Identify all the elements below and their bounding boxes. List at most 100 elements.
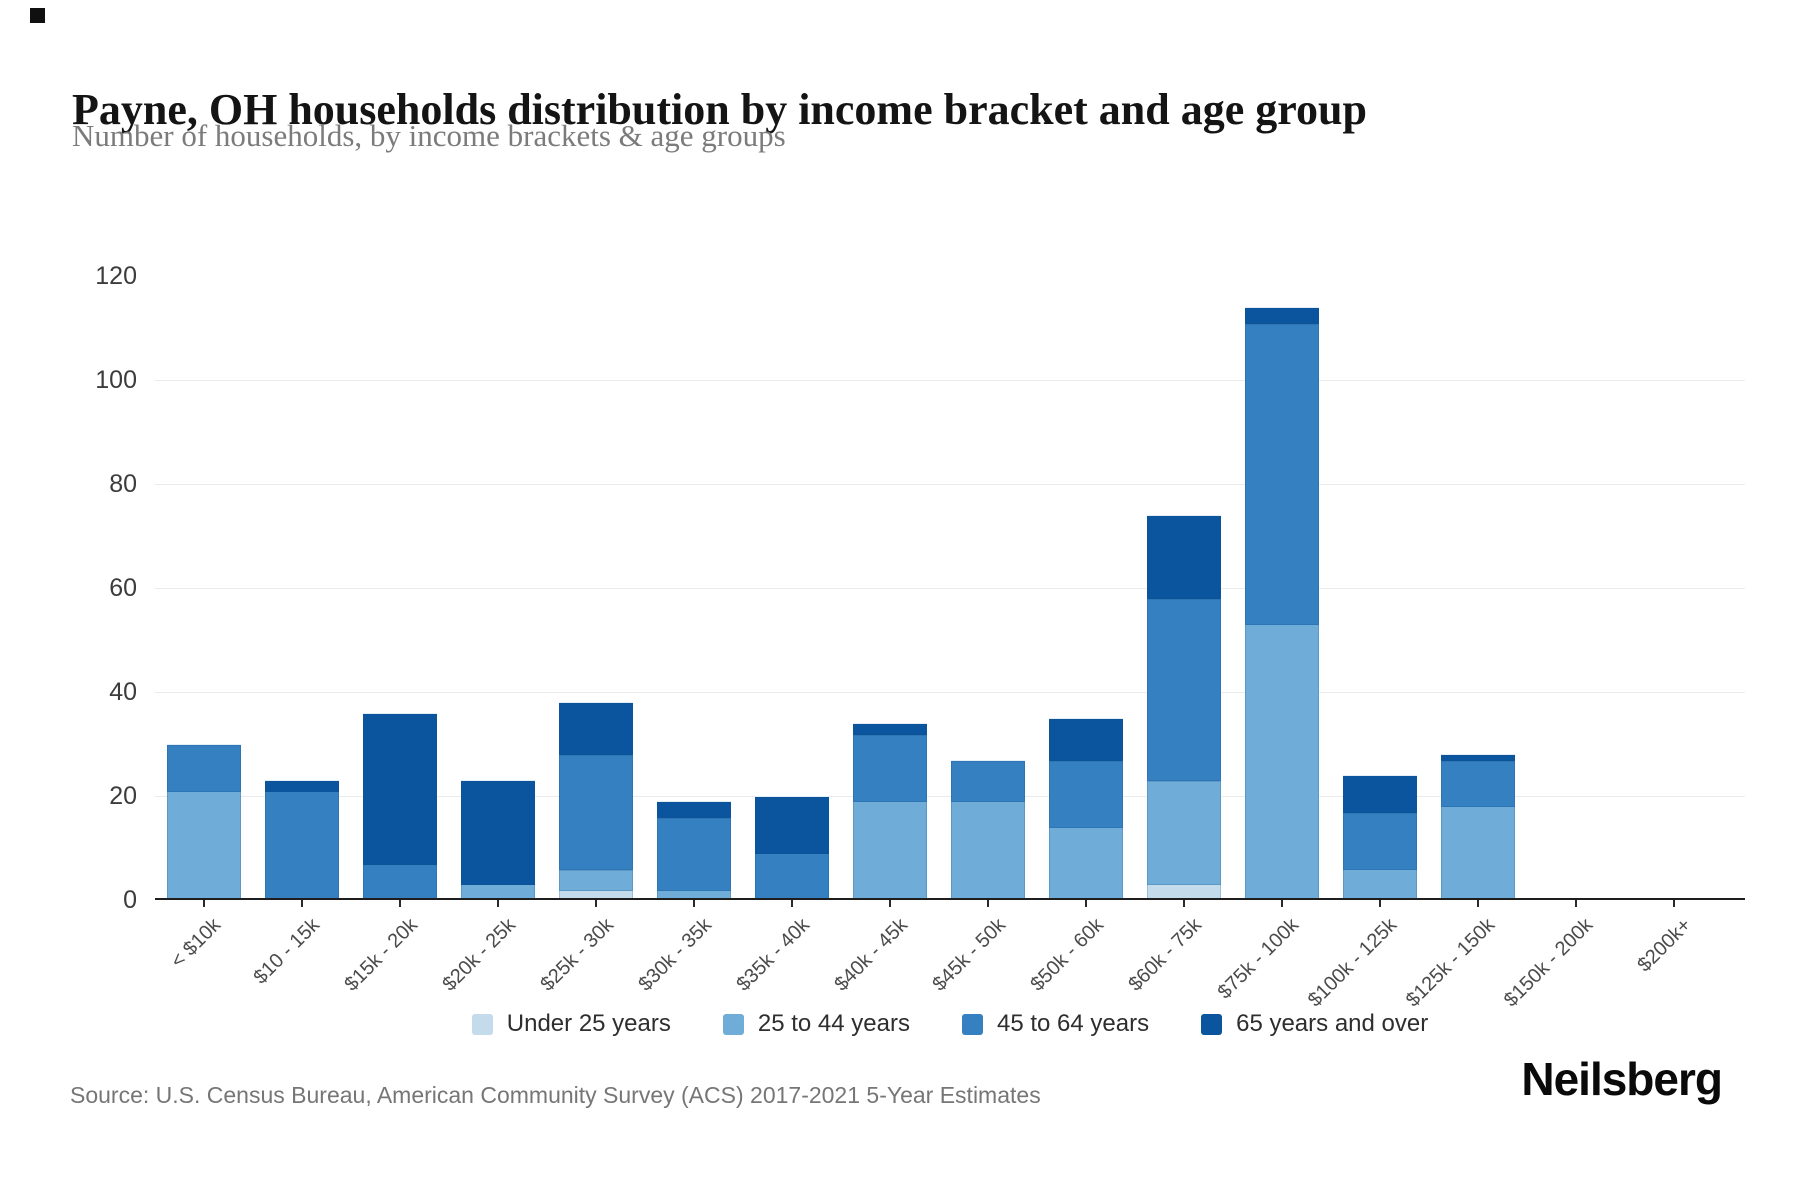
x-tick-mark — [1183, 900, 1185, 907]
y-tick-label: 120 — [95, 262, 137, 290]
x-tick-mark — [203, 900, 205, 907]
bar--200k-[interactable] — [1637, 0, 1711, 900]
bar-segment[interactable] — [363, 712, 437, 865]
neilsberg-logo[interactable]: Neilsberg — [1521, 1053, 1723, 1105]
x-tick-label: $60k - 75k — [1123, 914, 1206, 996]
gridline-20 — [155, 796, 1745, 797]
bar-segment[interactable] — [755, 796, 829, 855]
bar-segment[interactable] — [1049, 718, 1123, 761]
chart-title: Payne, OH households distribution by inc… — [72, 85, 1367, 135]
bar-segment[interactable] — [1147, 515, 1221, 600]
bar-segment[interactable] — [1343, 811, 1417, 870]
bar-segment[interactable] — [559, 889, 633, 900]
x-tick-label: $10 - 15k — [249, 914, 324, 989]
x-tick-label: $15k - 20k — [339, 914, 422, 996]
bar--35k-40k[interactable] — [755, 0, 829, 900]
bar-segment[interactable] — [1049, 827, 1123, 900]
bar-segment[interactable] — [657, 816, 731, 891]
bar--50k-60k[interactable] — [1049, 0, 1123, 900]
bar-segment[interactable] — [1441, 759, 1515, 808]
bar-segment[interactable] — [755, 853, 829, 900]
x-tick-mark — [987, 900, 989, 907]
y-tick-label: 40 — [109, 678, 137, 706]
x-tick-mark — [399, 900, 401, 907]
bar-segment[interactable] — [1245, 624, 1319, 900]
x-tick-label: < $10k — [167, 914, 226, 973]
bar-segment[interactable] — [853, 723, 927, 735]
bar--20k-25k[interactable] — [461, 0, 535, 900]
bar-segment[interactable] — [1343, 775, 1417, 813]
legend-item-under-25-years[interactable]: Under 25 years — [471, 1010, 671, 1038]
bar--60k-75k[interactable] — [1147, 0, 1221, 900]
legend-swatch-icon — [961, 1013, 983, 1035]
bar-segment[interactable] — [167, 790, 241, 900]
bar-segment[interactable] — [1049, 759, 1123, 829]
x-tick-mark — [791, 900, 793, 907]
bar--125k-150k[interactable] — [1441, 0, 1515, 900]
bar--10-15k[interactable] — [265, 0, 339, 900]
y-tick-label: 80 — [109, 470, 137, 498]
gridline-80 — [155, 484, 1745, 485]
bar-segment[interactable] — [265, 780, 339, 792]
bar-segment[interactable] — [1147, 884, 1221, 900]
gridline-100 — [155, 380, 1745, 381]
legend-item-45-to-64-years[interactable]: 45 to 64 years — [961, 1010, 1149, 1038]
legend-item-65-years-and-over[interactable]: 65 years and over — [1201, 1010, 1428, 1038]
x-tick-mark — [497, 900, 499, 907]
bar--40k-45k[interactable] — [853, 0, 927, 900]
x-tick-label: $45k - 50k — [927, 914, 1010, 996]
bar-segment[interactable] — [559, 702, 633, 756]
bar-segment[interactable] — [559, 868, 633, 891]
bar-segment[interactable] — [461, 884, 535, 900]
bar-segment[interactable] — [461, 780, 535, 886]
x-tick-label: $50k - 60k — [1025, 914, 1108, 996]
bar--45k-50k[interactable] — [951, 0, 1025, 900]
x-tick-label: $40k - 45k — [829, 914, 912, 996]
bar-segment[interactable] — [1441, 754, 1515, 761]
source-note: Source: U.S. Census Bureau, American Com… — [70, 1082, 1041, 1108]
bar-segment[interactable] — [265, 790, 339, 900]
y-tick-label: 0 — [123, 886, 137, 914]
bar--15k-20k[interactable] — [363, 0, 437, 900]
x-tick-mark — [889, 900, 891, 907]
bar-segment[interactable] — [1441, 806, 1515, 900]
bar-segment[interactable] — [657, 801, 731, 818]
x-tick-label: $200k+ — [1633, 914, 1696, 977]
legend-label: 65 years and over — [1236, 1010, 1429, 1037]
x-tick-mark — [1085, 900, 1087, 907]
bar-segment[interactable] — [363, 863, 437, 900]
bar--25k-30k[interactable] — [559, 0, 633, 900]
bar-segment[interactable] — [1245, 307, 1319, 324]
bar-segment[interactable] — [1147, 780, 1221, 886]
bar--150k-200k[interactable] — [1539, 0, 1613, 900]
bar-segment[interactable] — [1245, 322, 1319, 626]
bar--75k-100k[interactable] — [1245, 0, 1319, 900]
legend-swatch-icon — [1201, 1013, 1223, 1035]
legend-item-25-to-44-years[interactable]: 25 to 44 years — [722, 1010, 910, 1038]
bar-segment[interactable] — [853, 733, 927, 803]
x-tick-label: $30k - 35k — [633, 914, 716, 996]
bar-segment[interactable] — [1343, 868, 1417, 900]
bar-segment[interactable] — [167, 744, 241, 792]
bar-segment[interactable] — [1147, 598, 1221, 782]
legend-label: Under 25 years — [506, 1010, 671, 1037]
x-tick-label: $25k - 30k — [535, 914, 618, 996]
x-tick-mark — [595, 900, 597, 907]
bar-segment[interactable] — [951, 759, 1025, 803]
bar--30k-35k[interactable] — [657, 0, 731, 900]
bar--10k[interactable] — [167, 0, 241, 900]
x-tick-label: $125k - 150k — [1402, 914, 1500, 1012]
x-axis-line — [155, 898, 1745, 900]
legend-swatch-icon — [722, 1013, 744, 1035]
bar-segment[interactable] — [559, 754, 633, 870]
bar-segment[interactable] — [657, 889, 731, 900]
x-tick-mark — [301, 900, 303, 907]
chart-legend: Under 25 years 25 to 44 years 45 to 64 yea… — [155, 1010, 1745, 1038]
x-tick-mark — [1281, 900, 1283, 907]
bar--100k-125k[interactable] — [1343, 0, 1417, 900]
bar-segment[interactable] — [951, 801, 1025, 900]
bar-segment[interactable] — [853, 801, 927, 900]
legend-label: 25 to 44 years — [757, 1010, 910, 1037]
screenshot-artifact-mark — [30, 8, 45, 23]
y-tick-label: 60 — [109, 574, 137, 602]
